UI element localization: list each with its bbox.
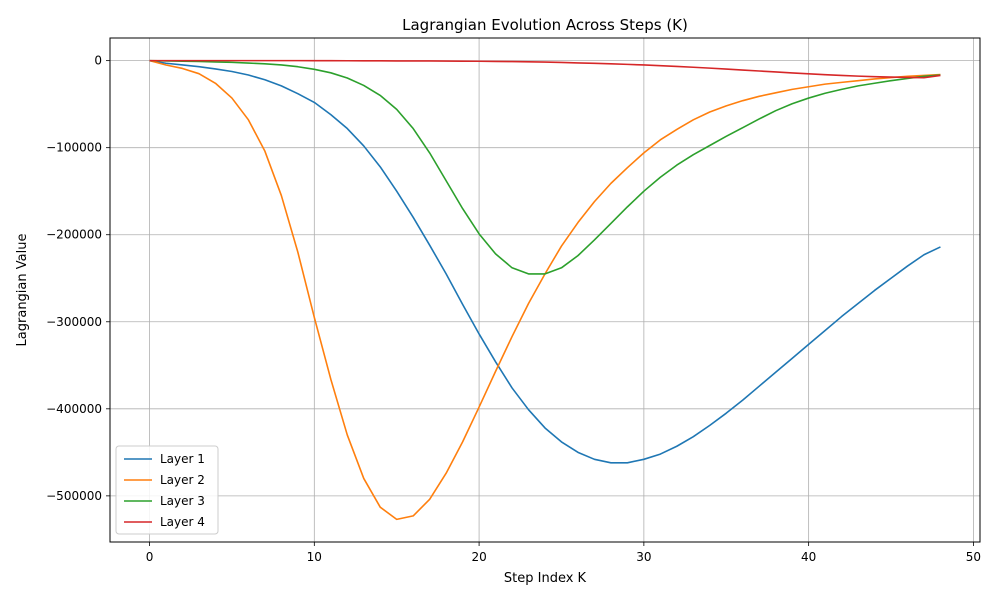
y-tick-label: −500000 xyxy=(46,489,102,503)
plot-lines xyxy=(149,59,941,521)
legend-label: Layer 1 xyxy=(160,452,205,466)
x-tick-label: 30 xyxy=(636,550,651,564)
y-tick-label: 0 xyxy=(94,54,102,68)
x-tick-label: 20 xyxy=(471,550,486,564)
axis-ticks: 0 10 20 30 40 50 0 −100000 −200000 −300000 −400000… xyxy=(46,54,981,564)
legend-box xyxy=(115,445,219,535)
x-tick-label: 10 xyxy=(307,550,322,564)
series-line-layer-1 xyxy=(149,59,941,464)
x-axis-label: Step Index K xyxy=(504,571,587,586)
legend-label: Layer 2 xyxy=(160,473,205,487)
series-line-layer-3 xyxy=(149,59,941,275)
x-tick-label: 50 xyxy=(966,550,981,564)
plot-frame xyxy=(109,37,981,543)
series-line-layer-4 xyxy=(149,59,941,79)
y-tick-label: −200000 xyxy=(46,228,102,242)
x-tick-label: 0 xyxy=(146,550,154,564)
y-axis-label: Lagrangian Value xyxy=(15,234,30,347)
y-tick-label: −400000 xyxy=(46,402,102,416)
legend: Layer 1 Layer 2 Layer 3 Layer 4 xyxy=(115,445,219,535)
x-tick-label: 40 xyxy=(801,550,816,564)
y-tick-label: −300000 xyxy=(46,315,102,329)
legend-label: Layer 4 xyxy=(160,515,205,529)
chart-title: Lagrangian Evolution Across Steps (K) xyxy=(402,16,688,34)
y-tick-label: −100000 xyxy=(46,141,102,155)
legend-label: Layer 3 xyxy=(160,494,205,508)
